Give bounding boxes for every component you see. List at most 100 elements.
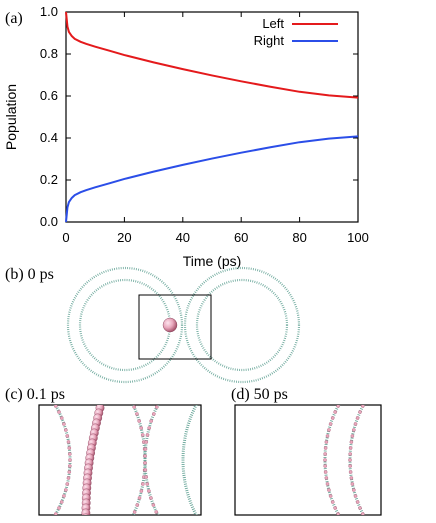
bead-d-4 [351, 428, 356, 432]
bead-d-3 [336, 405, 340, 408]
bead-d-4 [348, 470, 353, 474]
bead-d-3 [325, 482, 330, 486]
panel-c-frame [38, 404, 202, 516]
bead-c-3 [143, 447, 148, 451]
bead-c-3 [149, 419, 153, 423]
panel-c-label: (c) 0.1 ps [5, 386, 65, 403]
bead-c-3 [159, 398, 162, 401]
bead-c-2 [139, 489, 144, 493]
bead-c-2 [132, 405, 136, 409]
bead-d-4 [355, 500, 360, 504]
bead-c-1 [51, 518, 54, 521]
bead-d-2 [88, 398, 91, 401]
bead-d-3 [323, 464, 328, 468]
bead-d-3 [324, 440, 329, 444]
bead-c-3 [149, 496, 153, 500]
bead-c-2 [129, 398, 132, 401]
bead-d-4 [353, 494, 358, 498]
bead-c-1 [65, 434, 70, 438]
data-series [65, 11, 359, 223]
bead-c-2 [130, 517, 133, 520]
x-tick-label: 40 [176, 230, 190, 245]
bead-c-3 [145, 482, 150, 486]
bead-c-2 [132, 510, 137, 514]
bead-c-1 [68, 464, 72, 468]
bead-d-3 [328, 422, 333, 426]
panel-d-frame [234, 404, 382, 516]
bead-c-2 [140, 433, 145, 437]
bead-c-3 [151, 503, 156, 507]
series-line-left [65, 11, 359, 99]
bead-d-3 [325, 434, 330, 438]
legend: Left Right [254, 16, 338, 48]
bead-c-1 [64, 488, 68, 492]
bead-c-3 [144, 475, 148, 479]
bead-d-3 [327, 488, 331, 492]
y-tick-label: 0.8 [40, 46, 58, 61]
panel-b-label: (b) 0 ps [5, 266, 54, 283]
bead-d-3 [333, 506, 338, 510]
bead-c-3 [154, 405, 159, 409]
x-tick-label: 80 [292, 230, 306, 245]
bead-c-2 [137, 496, 142, 500]
membrane-rings [66, 266, 301, 384]
bead-c-2 [140, 482, 145, 486]
bead-d-4 [350, 482, 355, 486]
bead-d-4 [350, 434, 355, 438]
bead-c-1 [59, 416, 64, 420]
inner-ring-0 [78, 278, 172, 372]
bead-d-3 [330, 416, 335, 420]
bead-c-3 [147, 489, 151, 493]
bead-d-4 [348, 446, 353, 450]
bead-d-4 [355, 416, 360, 420]
bead-d-4 [358, 506, 362, 510]
bead-c-1 [67, 470, 72, 474]
bead-c-1 [54, 405, 58, 408]
outer-ring-1 [183, 266, 301, 384]
bead-c-1 [57, 506, 61, 510]
bead-c-3 [147, 426, 151, 430]
bead-d-4 [361, 512, 365, 515]
bead-d-3 [330, 500, 335, 504]
bead-c-1 [62, 422, 66, 426]
y-tick-label: 0.4 [40, 130, 58, 145]
y-axis-label: Population [3, 84, 19, 150]
bead-c-3 [158, 517, 161, 520]
panel-b-snapshot [66, 266, 301, 384]
bead-c-1 [59, 500, 64, 504]
zoom-box [138, 294, 212, 360]
bead-d-4 [351, 488, 356, 492]
bead-d-3 [328, 494, 333, 498]
bead-c-2 [135, 412, 139, 416]
panel-d-membranes [62, 398, 368, 521]
chain-bead [82, 513, 90, 515]
bead-d-4 [348, 458, 352, 462]
bead-d-4 [348, 452, 353, 456]
x-axis-label: Time (ps) [183, 253, 242, 269]
x-tick-label: 100 [347, 230, 369, 245]
bead-c-1 [57, 410, 61, 414]
bead-c-1 [65, 482, 70, 486]
bead-c-3 [154, 510, 159, 514]
bead-d-3 [336, 512, 340, 515]
bead-c-1 [54, 512, 58, 515]
bead-d-3 [340, 398, 343, 401]
bead-d-4 [348, 464, 353, 468]
bead-d-3 [324, 476, 329, 480]
panel-d-snapshot [62, 398, 382, 521]
bead-c-1 [64, 428, 68, 432]
plot-frame [65, 11, 359, 223]
bead-c-3 [144, 440, 149, 444]
bead-d-4 [361, 405, 365, 408]
bead-c-1 [68, 458, 72, 462]
outer-ring-0 [66, 266, 184, 384]
bead-d-4 [365, 518, 368, 521]
bead-c-1 [66, 476, 71, 480]
bead-d-4 [353, 422, 358, 426]
bead-d-3 [323, 452, 328, 456]
bead-d-3 [323, 470, 328, 474]
y-tick-label: 0.2 [40, 172, 58, 187]
bead-d-2 [88, 518, 91, 521]
bead-d-1 [62, 518, 65, 521]
